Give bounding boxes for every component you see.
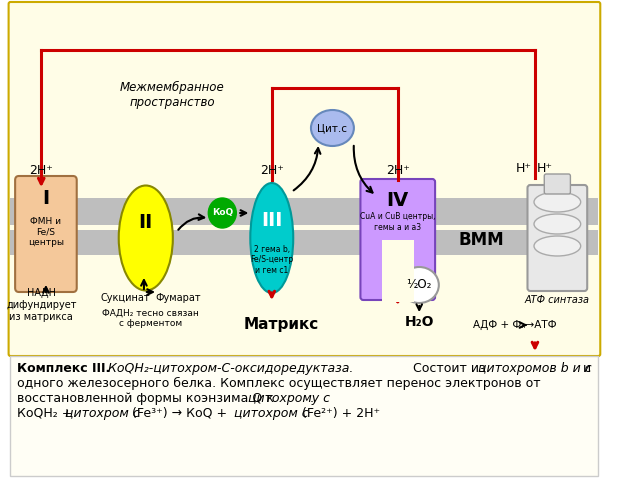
Text: АТФ синтаза: АТФ синтаза [525, 295, 590, 305]
Text: IV: IV [387, 191, 409, 209]
Text: CuA и CuB центры,
гемы а и а3: CuA и CuB центры, гемы а и а3 [360, 212, 435, 232]
Text: (Fe²⁺) + 2H⁺: (Fe²⁺) + 2H⁺ [298, 407, 380, 420]
Bar [10, 230, 598, 255]
Text: Матрикс: Матрикс [243, 317, 319, 333]
Ellipse shape [311, 110, 354, 146]
Text: II: II [139, 213, 153, 231]
Text: цитохром с: цитохром с [234, 407, 309, 420]
Circle shape [208, 198, 236, 228]
Text: цитохром с: цитохром с [65, 407, 140, 420]
FancyBboxPatch shape [527, 185, 588, 291]
Text: 2H⁺: 2H⁺ [29, 164, 53, 177]
Text: III: III [261, 211, 282, 229]
Text: H⁺: H⁺ [537, 161, 553, 175]
Text: ФМН и
Fe/S
центры: ФМН и Fe/S центры [28, 217, 64, 247]
Text: 2H⁺: 2H⁺ [260, 164, 284, 177]
Text: АДФ + Фₙ→АТФ: АДФ + Фₙ→АТФ [472, 320, 556, 330]
Text: H⁺: H⁺ [516, 161, 532, 175]
FancyBboxPatch shape [8, 2, 600, 356]
Text: КоQH₂ +: КоQH₂ + [17, 407, 76, 420]
Text: .: . [310, 392, 314, 405]
Text: 2H⁺: 2H⁺ [386, 164, 410, 177]
Text: ФАДН₂ тесно связан
с ферментом: ФАДН₂ тесно связан с ферментом [102, 308, 199, 328]
Ellipse shape [399, 267, 439, 303]
Text: Цит.с: Цит.с [317, 123, 348, 133]
Bar [10, 198, 598, 225]
Text: КоQH₂-цитохром-С-оксидоредуктаза.: КоQH₂-цитохром-С-оксидоредуктаза. [104, 362, 353, 375]
Text: Комплекс III.: Комплекс III. [17, 362, 110, 375]
Text: I: I [42, 189, 49, 207]
Ellipse shape [534, 214, 580, 234]
Text: ВММ: ВММ [459, 231, 504, 249]
Text: (Fe³⁺) → КоQ +: (Fe³⁺) → КоQ + [128, 407, 231, 420]
Text: одного железосерного белка. Комплекс осуществляет перенос электронов от: одного железосерного белка. Комплекс осу… [17, 377, 541, 390]
Text: цитохромов b и с: цитохромов b и с [478, 362, 591, 375]
FancyBboxPatch shape [360, 179, 435, 300]
Ellipse shape [119, 185, 173, 290]
Text: НАДН
дифундирует
из матрикса: НАДН дифундирует из матрикса [6, 288, 77, 322]
FancyBboxPatch shape [15, 176, 77, 292]
Text: ½O₂: ½O₂ [406, 278, 432, 291]
Text: Фумарат: Фумарат [156, 293, 201, 303]
Ellipse shape [534, 236, 580, 256]
Text: цитохрому с: цитохрому с [248, 392, 330, 405]
Bar [382, 240, 413, 302]
FancyBboxPatch shape [544, 174, 570, 194]
Text: восстановленной формы коэнзима Q к: восстановленной формы коэнзима Q к [17, 392, 278, 405]
Ellipse shape [534, 192, 580, 212]
Text: КоQ: КоQ [212, 208, 233, 217]
Text: H₂O: H₂O [404, 315, 434, 329]
Ellipse shape [250, 183, 293, 293]
Bar [10, 356, 598, 476]
Text: Сукцинат: Сукцинат [100, 293, 150, 303]
Text: Состоит из: Состоит из [409, 362, 490, 375]
Text: 2 гема b,
Fe/S-центр
и гем c1: 2 гема b, Fe/S-центр и гем c1 [250, 245, 293, 275]
Text: Межмембранное
пространство: Межмембранное пространство [120, 81, 224, 109]
Text: и: и [579, 362, 591, 375]
